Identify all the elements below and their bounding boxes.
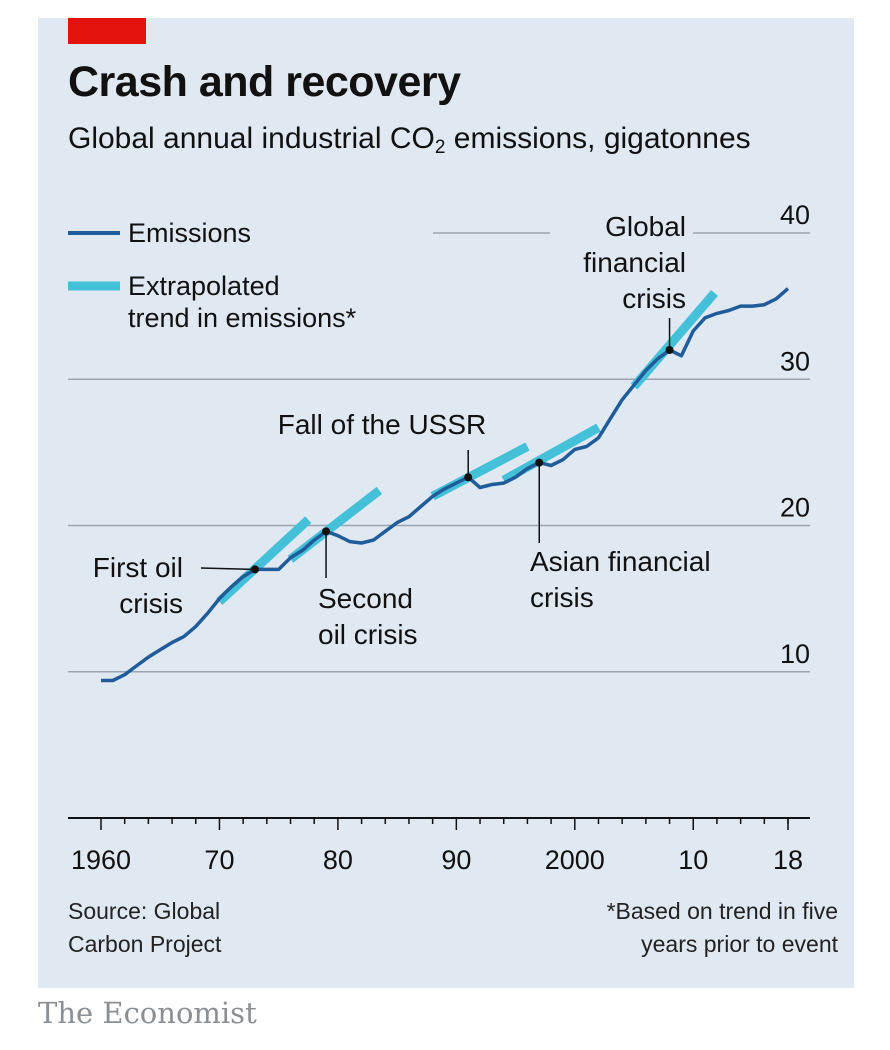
footnote: *Based on trend in five years prior to e… bbox=[518, 895, 838, 961]
x-tick-label: 10 bbox=[678, 845, 708, 875]
footnote-line: *Based on trend in five bbox=[606, 898, 838, 924]
annotation-line: First oil bbox=[93, 552, 183, 583]
emissions-chart: 10 20 30 40 1960 70 80 90 2000 10 18 Emissions Extra… bbox=[68, 200, 810, 875]
legend-label-emissions: Emissions bbox=[128, 218, 251, 248]
annotation-line: oil crisis bbox=[318, 619, 418, 650]
subtitle-subscript: 2 bbox=[434, 137, 446, 158]
chart-title: Crash and recovery bbox=[68, 58, 461, 106]
y-tick-label: 10 bbox=[780, 639, 810, 669]
x-tick-label: 1960 bbox=[71, 845, 131, 875]
annotation-line: crisis bbox=[530, 582, 594, 613]
x-tick-label: 70 bbox=[204, 845, 234, 875]
trend-segment bbox=[501, 423, 601, 485]
annotation-line: Asian financial bbox=[530, 546, 711, 577]
annotation-line: Fall of the USSR bbox=[278, 409, 487, 440]
annotation-line: crisis bbox=[622, 283, 686, 314]
annotation-line: Second bbox=[318, 583, 413, 614]
annotation-marker bbox=[665, 346, 674, 354]
x-tick-label: 90 bbox=[441, 845, 471, 875]
x-tick-label: 2000 bbox=[545, 845, 605, 875]
emissions-line bbox=[101, 287, 790, 683]
y-tick-label: 20 bbox=[780, 493, 810, 523]
source-note: Source: Global Carbon Project bbox=[68, 895, 328, 961]
subtitle-text: Global annual industrial CO bbox=[68, 122, 435, 155]
annotation-marker bbox=[535, 458, 544, 467]
annotation-leader bbox=[200, 567, 254, 571]
annotation-label: First oil crisis bbox=[93, 552, 183, 619]
source-line: Carbon Project bbox=[68, 931, 222, 957]
source-line: Source: Global bbox=[68, 898, 221, 924]
y-tick-label: 30 bbox=[780, 346, 810, 376]
chart-subtitle: Global annual industrial CO2 emissions, … bbox=[68, 122, 751, 159]
x-tick-label: 18 bbox=[773, 845, 803, 875]
annotation-line: Global bbox=[605, 211, 686, 242]
annotation-label: Global financial crisis bbox=[583, 211, 686, 314]
annotation-marker bbox=[464, 473, 473, 482]
footnote-line: years prior to event bbox=[641, 931, 838, 957]
chart-panel: Crash and recovery Global annual industr… bbox=[38, 18, 854, 988]
legend-label-line: trend in emissions* bbox=[128, 303, 357, 333]
legend-label-line: Extrapolated bbox=[128, 271, 280, 301]
brand-red-bar bbox=[68, 18, 146, 44]
subtitle-text-end: emissions, gigatonnes bbox=[445, 122, 751, 155]
annotation-label: Fall of the USSR bbox=[278, 409, 487, 440]
x-tick-label: 80 bbox=[323, 845, 353, 875]
annotation-line: crisis bbox=[119, 588, 183, 619]
annotation-label: Second oil crisis bbox=[318, 583, 418, 650]
annotation-label: Asian financial crisis bbox=[530, 546, 711, 613]
annotation-line: financial bbox=[583, 247, 686, 278]
y-tick-label: 40 bbox=[780, 200, 810, 230]
brand-wordmark: The Economist bbox=[38, 996, 257, 1030]
legend-label-trend: Extrapolated trend in emissions* bbox=[128, 271, 357, 333]
trend-segment bbox=[216, 516, 312, 605]
annotation-marker bbox=[322, 527, 331, 536]
annotation-marker bbox=[250, 565, 259, 574]
